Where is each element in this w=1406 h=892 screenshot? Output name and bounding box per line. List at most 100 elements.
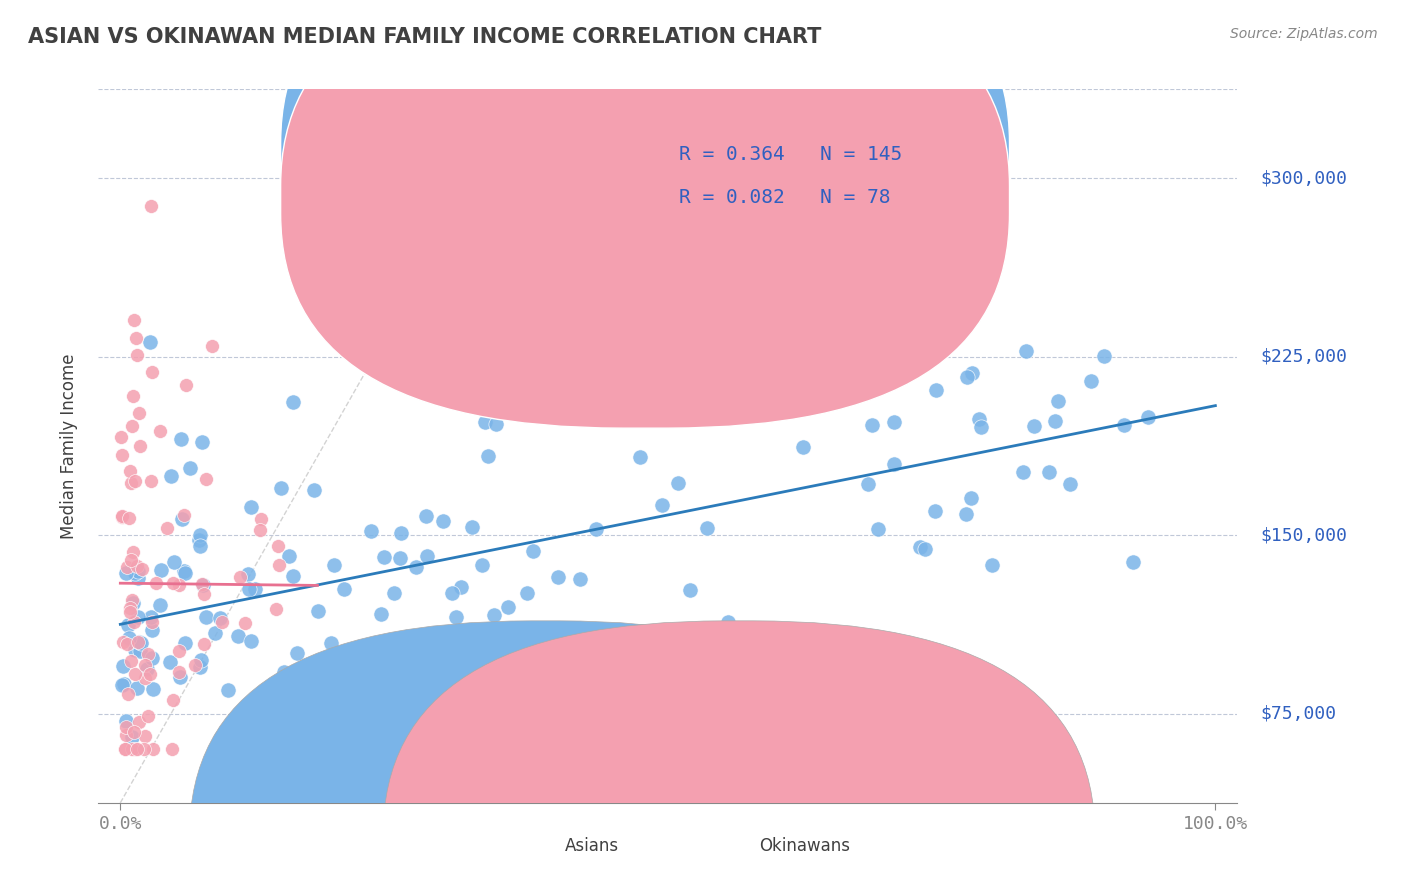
Point <box>173 508 195 523</box>
Point <box>281 394 304 409</box>
Point <box>114 742 136 756</box>
Point <box>115 637 138 651</box>
Point <box>188 540 211 554</box>
Point <box>134 671 156 685</box>
Text: $150,000: $150,000 <box>1260 526 1347 544</box>
Point <box>125 559 148 574</box>
Point <box>585 377 607 392</box>
Point <box>120 601 142 615</box>
Point <box>1112 418 1135 433</box>
Point <box>1059 477 1081 491</box>
Point <box>117 687 139 701</box>
Point <box>127 564 149 578</box>
FancyBboxPatch shape <box>599 121 987 239</box>
Point <box>347 711 370 725</box>
Point <box>139 667 162 681</box>
Point <box>124 331 146 345</box>
Point <box>139 335 162 350</box>
Point <box>184 658 207 673</box>
Point <box>568 572 591 586</box>
Point <box>141 651 163 665</box>
Point <box>134 729 156 743</box>
Point <box>250 511 273 525</box>
Point <box>174 378 197 392</box>
Point <box>665 364 688 378</box>
Point <box>1136 410 1159 425</box>
Point <box>111 510 134 524</box>
Point <box>122 389 145 403</box>
Text: $300,000: $300,000 <box>1260 169 1347 187</box>
Point <box>360 524 382 538</box>
Point <box>440 586 463 600</box>
Point <box>111 678 134 692</box>
Point <box>450 580 472 594</box>
Point <box>211 615 233 629</box>
Point <box>134 657 156 672</box>
Y-axis label: Median Family Income: Median Family Income <box>59 353 77 539</box>
FancyBboxPatch shape <box>281 0 1010 428</box>
Point <box>370 607 392 621</box>
Point <box>135 662 157 676</box>
Point <box>302 483 325 497</box>
Point <box>110 430 132 444</box>
Point <box>924 504 946 518</box>
Point <box>778 355 800 369</box>
Point <box>162 576 184 591</box>
Point <box>332 582 354 596</box>
Point <box>122 724 145 739</box>
Point <box>460 520 482 534</box>
Point <box>1038 465 1060 479</box>
Point <box>866 522 889 536</box>
Text: Asians: Asians <box>565 837 620 855</box>
Point <box>482 607 505 622</box>
Point <box>125 681 148 695</box>
Point <box>132 742 155 756</box>
Text: $75,000: $75,000 <box>1260 705 1336 723</box>
Point <box>307 604 329 618</box>
Point <box>651 498 673 512</box>
Point <box>204 625 226 640</box>
Point <box>120 475 142 490</box>
Point <box>409 645 432 659</box>
Point <box>1122 555 1144 569</box>
Point <box>269 558 291 573</box>
Point <box>173 636 195 650</box>
Point <box>225 742 247 756</box>
Text: $225,000: $225,000 <box>1260 348 1347 366</box>
Point <box>226 731 249 746</box>
Point <box>444 610 467 624</box>
Point <box>477 449 499 463</box>
Point <box>485 417 508 431</box>
Point <box>955 507 977 521</box>
Point <box>127 348 149 362</box>
Point <box>323 558 346 572</box>
Point <box>121 742 143 756</box>
Point <box>162 692 184 706</box>
Point <box>278 549 301 564</box>
Point <box>129 439 152 453</box>
Point <box>149 598 172 612</box>
Point <box>209 731 232 745</box>
Point <box>124 667 146 681</box>
Point <box>516 586 538 600</box>
Point <box>319 636 342 650</box>
Point <box>124 566 146 580</box>
Point <box>138 708 160 723</box>
Point <box>124 742 146 756</box>
Point <box>124 475 146 489</box>
Point <box>249 523 271 537</box>
Point <box>169 433 191 447</box>
Point <box>129 636 152 650</box>
Point <box>141 474 163 488</box>
Point <box>128 634 150 648</box>
Point <box>167 644 190 658</box>
Point <box>792 344 814 359</box>
Point <box>124 643 146 657</box>
Point <box>405 560 427 574</box>
Point <box>285 647 308 661</box>
Point <box>267 539 290 553</box>
Point <box>127 635 149 649</box>
Point <box>141 623 163 637</box>
Point <box>112 659 135 673</box>
Point <box>131 562 153 576</box>
